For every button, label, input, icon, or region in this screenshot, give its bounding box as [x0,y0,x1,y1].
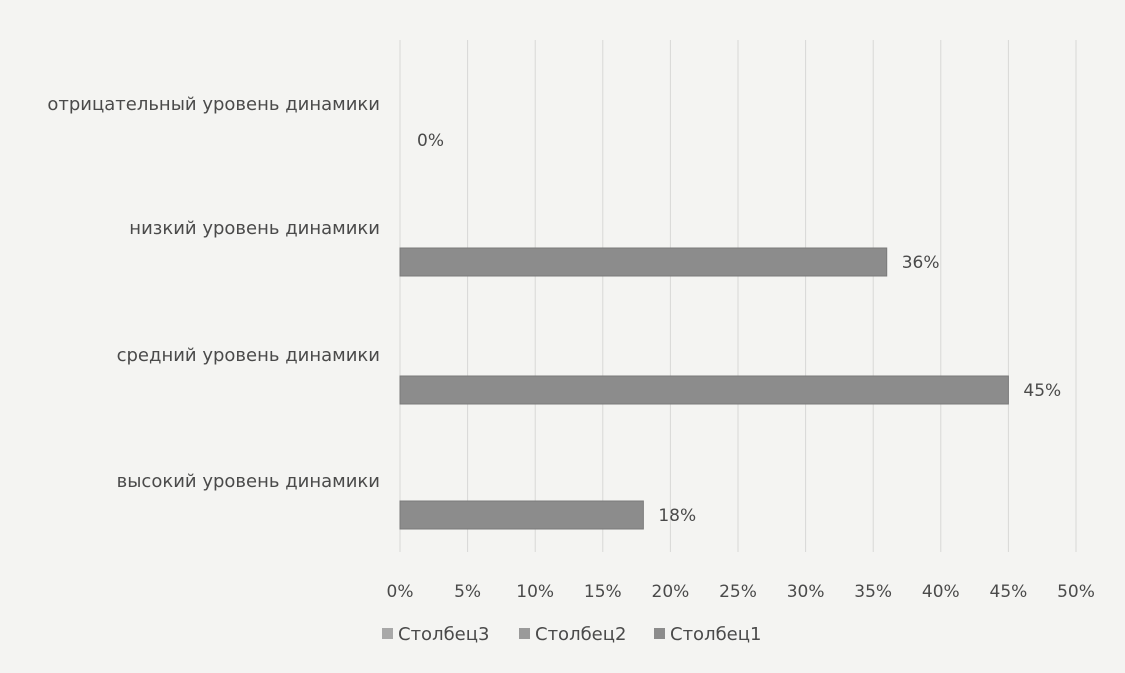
bars [399,247,1009,530]
gridlines [399,40,1077,552]
x-tick-label: 40% [922,582,960,602]
category-label: отрицательный уровень динамики [47,94,380,115]
x-tick-label: 5% [454,582,481,602]
x-tick-label: 30% [787,582,825,602]
x-tick-label: 0% [387,582,414,602]
x-tick-label: 50% [1057,582,1095,602]
legend: Столбец3 Столбец2 Столбец1 [382,624,761,645]
data-labels: 0% 36% 45% 18% [417,131,1061,526]
legend-swatch [382,628,393,639]
data-label: 18% [658,506,696,526]
x-tick-label: 35% [854,582,892,602]
x-tick-label: 20% [652,582,690,602]
x-tick-label: 25% [719,582,757,602]
category-label: высокий уровень динамики [117,471,380,492]
category-label: средний уровень динамики [117,345,380,366]
category-label: низкий уровень динамики [129,218,380,239]
x-tick-label: 10% [516,582,554,602]
category-labels: отрицательный уровень динамики низкий уро… [47,94,380,492]
data-label: 0% [417,131,444,151]
data-label: 45% [1023,381,1061,401]
x-tick-label: 15% [584,582,622,602]
x-axis-tick-labels: 0% 5% 10% 15% 20% 25% 30% 35% 40% 45% 50% [387,582,1095,602]
bar [399,247,888,277]
legend-label: Столбец3 [398,624,489,645]
data-label: 36% [902,253,940,273]
bar [399,375,1009,405]
legend-swatch [654,628,665,639]
legend-label: Столбец2 [535,624,626,645]
legend-swatch [519,628,530,639]
bar [399,500,644,530]
x-tick-label: 45% [990,582,1028,602]
legend-label: Столбец1 [670,624,761,645]
